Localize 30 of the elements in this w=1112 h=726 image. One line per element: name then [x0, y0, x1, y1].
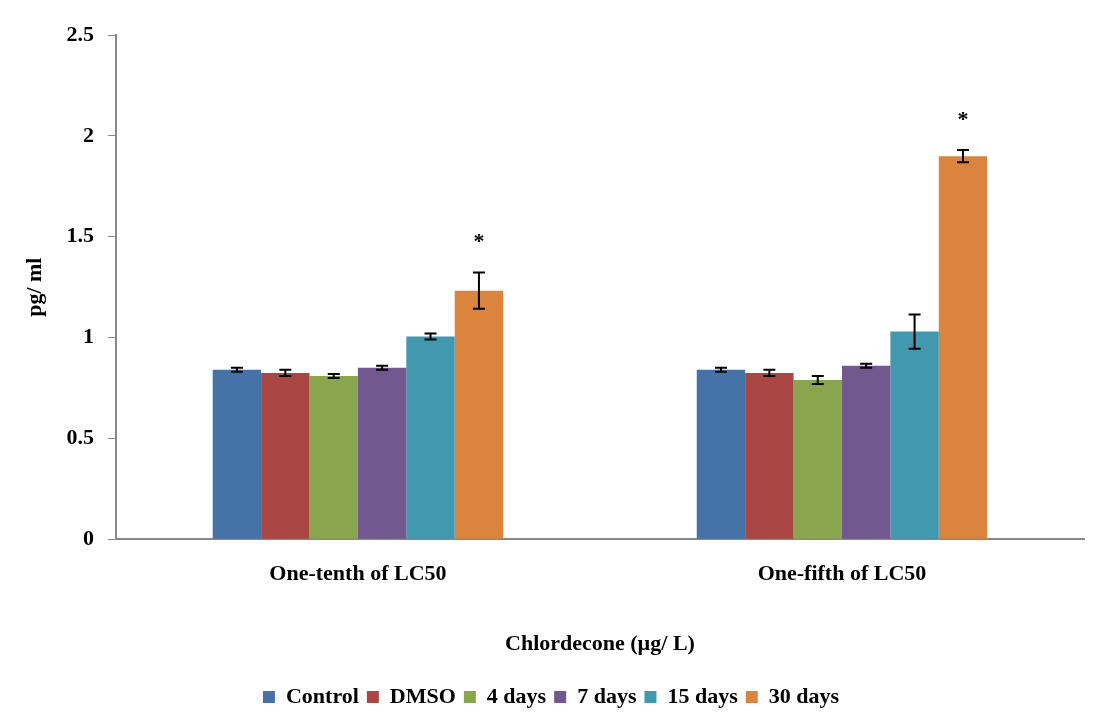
x-tick-label: One-fifth of LC50 — [757, 560, 927, 586]
annotation: * — [957, 105, 969, 131]
bar — [357, 367, 407, 539]
legend-label: Control — [285, 682, 359, 708]
x-tick-label: One-tenth of LC50 — [269, 560, 447, 586]
bar — [406, 336, 455, 539]
bar — [745, 372, 794, 539]
y-tick-label: 2 — [82, 121, 94, 147]
bar — [841, 365, 891, 539]
y-tick-label: 1 — [82, 323, 94, 349]
y-tick-label: 0.5 — [66, 424, 94, 450]
legend-label: 7 days — [577, 682, 637, 708]
bar — [793, 379, 842, 539]
y-tick-label: 1.5 — [66, 222, 94, 248]
bar — [309, 375, 358, 539]
y-tick-label: 2.5 — [66, 20, 94, 46]
bar — [454, 290, 504, 539]
legend-label: 4 days — [486, 682, 547, 708]
bar — [261, 372, 310, 539]
y-axis-title: pg/ ml — [20, 257, 46, 317]
legend-label: 30 days — [768, 682, 840, 708]
y-tick-label: 0 — [82, 524, 94, 550]
legend-label: 15 days — [667, 682, 739, 708]
legend-label: DMSO — [389, 682, 456, 708]
x-axis-title: Chlordecone (µg/ L) — [505, 630, 695, 656]
bar — [938, 156, 988, 539]
bar — [212, 369, 262, 539]
bar — [696, 369, 746, 539]
bar — [890, 331, 939, 539]
annotation: * — [473, 228, 485, 254]
